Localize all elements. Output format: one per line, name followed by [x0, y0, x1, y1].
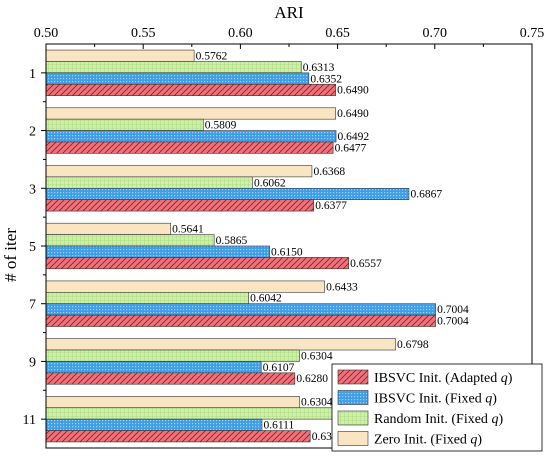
bar-value-label: 0.6490: [337, 108, 369, 120]
legend-label-part: ): [498, 412, 503, 427]
y-axis-ticks: 1 2 3 5 7 9 11: [23, 67, 46, 428]
bar-value-label: 0.5762: [196, 50, 228, 62]
bar-value-label: 0.6798: [397, 339, 429, 351]
bar-value-label: 0.6150: [271, 246, 303, 258]
bar: [45, 107, 336, 120]
bar-value-label: 0.6111: [263, 420, 294, 432]
bar-value-label: 0.7004: [437, 316, 469, 328]
bar-value-label: 0.6867: [410, 189, 442, 201]
bar-value-label: 0.6304: [301, 350, 333, 362]
bar-value-label: 0.6377: [315, 200, 347, 212]
x-tick-label: 0.75: [520, 26, 545, 41]
bar-value-label: 0.6313: [303, 62, 335, 74]
bar: [45, 234, 215, 247]
bar-labels: 0.57620.63130.63520.64900.64900.58090.64…: [172, 50, 469, 442]
bar: [45, 303, 436, 316]
category-label: 11: [23, 413, 36, 428]
bar: [45, 222, 171, 235]
bar-value-label: 0.7004: [437, 304, 469, 316]
bar: [45, 292, 249, 305]
bar: [45, 257, 349, 270]
legend-label-part: q: [491, 412, 498, 427]
bar: [45, 314, 436, 327]
x-tick-label: 0.65: [325, 26, 350, 41]
bar-value-label: 0.6042: [250, 293, 282, 305]
x-tick-label: 0.60: [228, 26, 253, 41]
legend-label-part: Random Init. (Fixed: [374, 412, 491, 427]
category-label: 9: [29, 355, 36, 370]
bar: [45, 61, 302, 74]
legend-swatch: [337, 369, 369, 385]
bar-value-label: 0.6062: [254, 177, 286, 189]
legend-label: IBSVC Init. (Fixed q): [374, 392, 497, 407]
legend-swatch: [337, 410, 369, 426]
bar-value-label: 0.6107: [263, 362, 295, 374]
x-axis-title: ARI: [274, 3, 304, 22]
bar: [45, 245, 270, 258]
bar: [45, 407, 342, 420]
bar: [45, 280, 325, 293]
bar: [45, 141, 334, 154]
legend-label-part: q: [470, 433, 477, 448]
bar-value-label: 0.5865: [216, 235, 248, 247]
bar-value-label: 0.6557: [350, 258, 382, 270]
category-label: 7: [29, 298, 36, 313]
bar-value-label: 0.5809: [205, 120, 237, 132]
legend: IBSVC Init. (Adapted q)IBSVC Init. (Fixe…: [331, 363, 543, 452]
bar-value-label: 0.6304: [301, 397, 333, 409]
legend-label: Random Init. (Fixed q): [374, 412, 503, 427]
bar-value-label: 0.6477: [335, 142, 367, 154]
legend-swatch: [337, 390, 369, 405]
category-label: 5: [29, 240, 36, 255]
legend-label-part: IBSVC Init. (Adapted: [374, 371, 501, 386]
legend-label-part: ): [508, 371, 513, 386]
bar: [45, 83, 336, 96]
plot-frame: [45, 43, 533, 449]
bar: [45, 338, 396, 351]
category-label: 1: [29, 67, 36, 82]
bar: [45, 165, 313, 178]
bars: [45, 49, 436, 443]
bar: [45, 396, 300, 409]
y-axis-title: # of iter: [1, 228, 20, 282]
bar: [45, 118, 204, 131]
legend-label-part: IBSVC Init. (Fixed: [374, 392, 485, 407]
legend-label-part: ): [492, 392, 497, 407]
legend-label: Zero Init. (Fixed q): [374, 433, 482, 448]
category-label: 2: [29, 125, 36, 140]
x-tick-label: 0.70: [423, 26, 448, 41]
bar: [45, 130, 337, 143]
bar-value-label: 0.6280: [296, 373, 328, 385]
bar: [45, 187, 410, 200]
bar: [45, 176, 253, 189]
legend-swatch: [337, 431, 369, 446]
x-tick-label: 0.50: [34, 26, 59, 41]
bar: [45, 430, 311, 443]
bar: [45, 72, 310, 85]
bar: [45, 418, 263, 431]
bar: [45, 199, 314, 212]
legend-label-part: q: [485, 392, 492, 407]
x-axis-ticks: 0.50 0.55 0.60 0.65 0.70 0.75: [34, 26, 545, 49]
bar-value-label: 0.6368: [313, 166, 345, 178]
bar: [45, 349, 300, 362]
legend-label: IBSVC Init. (Adapted q): [374, 371, 513, 386]
bar-value-label: 0.6352: [310, 73, 342, 85]
legend-label-part: q: [501, 371, 508, 386]
bar-value-label: 0.6490: [337, 85, 369, 97]
bar: [45, 361, 262, 374]
bar: [45, 49, 195, 62]
legend-label-part: Zero Init. (Fixed: [374, 433, 470, 448]
legend-label-part: ): [477, 433, 482, 448]
bar: [45, 372, 296, 385]
bar-value-label: 0.6492: [338, 131, 370, 143]
x-tick-label: 0.55: [131, 26, 156, 41]
category-label: 3: [29, 182, 36, 197]
bar-value-label: 0.6433: [326, 281, 358, 293]
bar-value-label: 0.5641: [172, 224, 204, 236]
